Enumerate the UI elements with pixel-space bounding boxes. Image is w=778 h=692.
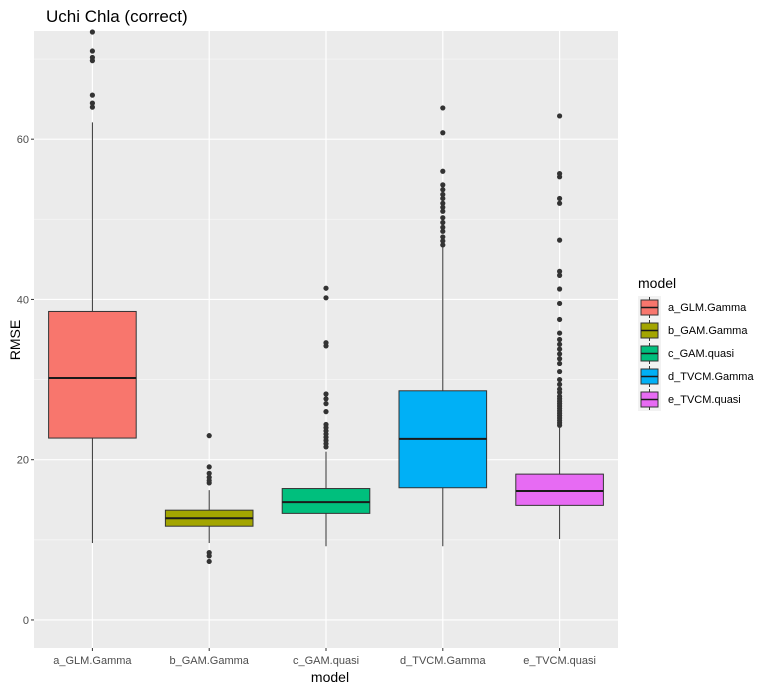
outlier-point <box>440 219 446 226</box>
outlier-point <box>440 130 446 136</box>
y-axis-title: RMSE <box>7 320 23 360</box>
iqr-box <box>515 473 604 506</box>
y-tick-label: 20 <box>17 455 29 467</box>
outlier-point <box>440 215 446 221</box>
outlier-point <box>557 386 563 392</box>
outlier-point <box>557 356 563 362</box>
outlier-point <box>440 238 446 244</box>
x-tick-label: d_TVCM.Gamma <box>400 655 486 667</box>
outlier-point <box>89 100 95 106</box>
outlier-point <box>557 336 563 343</box>
outlier-point <box>323 421 329 428</box>
outlier-point <box>89 104 95 110</box>
legend-label: e_TVCM.quasi <box>668 394 741 406</box>
outlier-point <box>89 54 95 61</box>
outlier-point <box>206 474 212 480</box>
outlier-point <box>557 341 563 347</box>
outlier-point <box>557 237 563 243</box>
outlier-point <box>440 224 446 230</box>
iqr-box <box>48 310 137 439</box>
x-tick-label: c_GAM.quasi <box>293 655 359 667</box>
chart-title: Uchi Chla (correct) <box>46 7 188 26</box>
legend-title: model <box>638 275 676 291</box>
legend-label: b_GAM.Gamma <box>668 325 748 337</box>
outlier-point <box>323 401 329 407</box>
outlier-point <box>557 286 563 292</box>
outlier-point <box>557 171 563 177</box>
outlier-point <box>89 48 95 54</box>
x-tick-label: a_GLM.Gamma <box>53 655 132 667</box>
outlier-point <box>206 550 212 556</box>
outlier-point <box>440 200 446 206</box>
outlier-point <box>440 242 446 248</box>
outlier-point <box>557 200 563 206</box>
legend-label: a_GLM.Gamma <box>668 302 747 314</box>
outlier-point <box>206 470 212 476</box>
x-tick-labels: a_GLM.Gamma b_GAM.Gamma c_GAM.quasi d_TVCM.… <box>53 648 596 667</box>
outlier-point <box>557 195 563 202</box>
outlier-point <box>89 92 95 98</box>
legend: model a_GLM.Gamma b_GAM.Gamma c_GAM.quasid… <box>638 275 754 411</box>
legend-item-d_TVCM.Gamma: d_TVCM.Gamma <box>638 365 754 388</box>
box-b_GAM.Gamma <box>164 433 254 565</box>
legend-item-a_GLM.Gamma: a_GLM.Gamma <box>638 296 747 319</box>
legend-label: c_GAM.quasi <box>668 348 734 360</box>
outlier-point <box>557 316 563 323</box>
legend-item-b_GAM.Gamma: b_GAM.Gamma <box>638 319 748 342</box>
outlier-point <box>557 360 563 367</box>
legend-item-c_GAM.quasi: c_GAM.quasi <box>638 342 734 365</box>
outlier-point <box>557 368 563 375</box>
outlier-point <box>557 330 563 336</box>
outlier-point <box>440 208 446 214</box>
outlier-point <box>557 113 563 119</box>
outlier-point <box>440 105 446 111</box>
legend-item-e_TVCM.quasi: e_TVCM.quasi <box>638 388 741 411</box>
outlier-point <box>440 195 446 202</box>
outlier-point <box>440 168 446 174</box>
outlier-point <box>557 300 563 307</box>
outlier-point <box>206 464 212 470</box>
outlier-point <box>557 376 563 383</box>
outlier-point <box>323 285 329 291</box>
outlier-point <box>557 268 563 274</box>
outlier-point <box>323 340 329 346</box>
y-tick-label: 40 <box>17 294 29 306</box>
outlier-point <box>557 351 563 357</box>
box-d_TVCM.Gamma <box>398 105 488 547</box>
outlier-point <box>206 433 212 439</box>
iqr-box <box>281 488 371 514</box>
outlier-point <box>440 228 446 234</box>
outlier-point <box>323 409 329 415</box>
box-c_GAM.quasi <box>281 285 371 547</box>
y-tick-labels: 0 20 40 60 <box>17 134 34 627</box>
outlier-point <box>323 391 329 397</box>
outlier-point <box>440 182 446 188</box>
outlier-point <box>440 234 446 240</box>
outlier-point <box>557 381 563 387</box>
y-tick-label: 0 <box>23 615 29 627</box>
x-tick-label: b_GAM.Gamma <box>169 655 249 667</box>
outlier-point <box>440 191 446 198</box>
x-tick-label: e_TVCM.quasi <box>523 655 596 667</box>
outlier-point <box>557 272 563 278</box>
boxes <box>48 29 604 565</box>
y-tick-label: 60 <box>17 134 29 146</box>
outlier-point <box>557 346 563 352</box>
outlier-point <box>89 29 95 35</box>
outlier-point <box>323 396 329 402</box>
outlier-point <box>440 187 446 193</box>
box-e_TVCM.quasi <box>515 113 604 540</box>
outlier-point <box>557 393 563 399</box>
box-a_GLM.Gamma <box>48 29 137 544</box>
outlier-point <box>206 558 212 565</box>
outlier-point <box>323 295 329 301</box>
legend-label: d_TVCM.Gamma <box>668 371 754 383</box>
outlier-point <box>440 204 446 210</box>
x-axis-title: model <box>311 669 349 685</box>
